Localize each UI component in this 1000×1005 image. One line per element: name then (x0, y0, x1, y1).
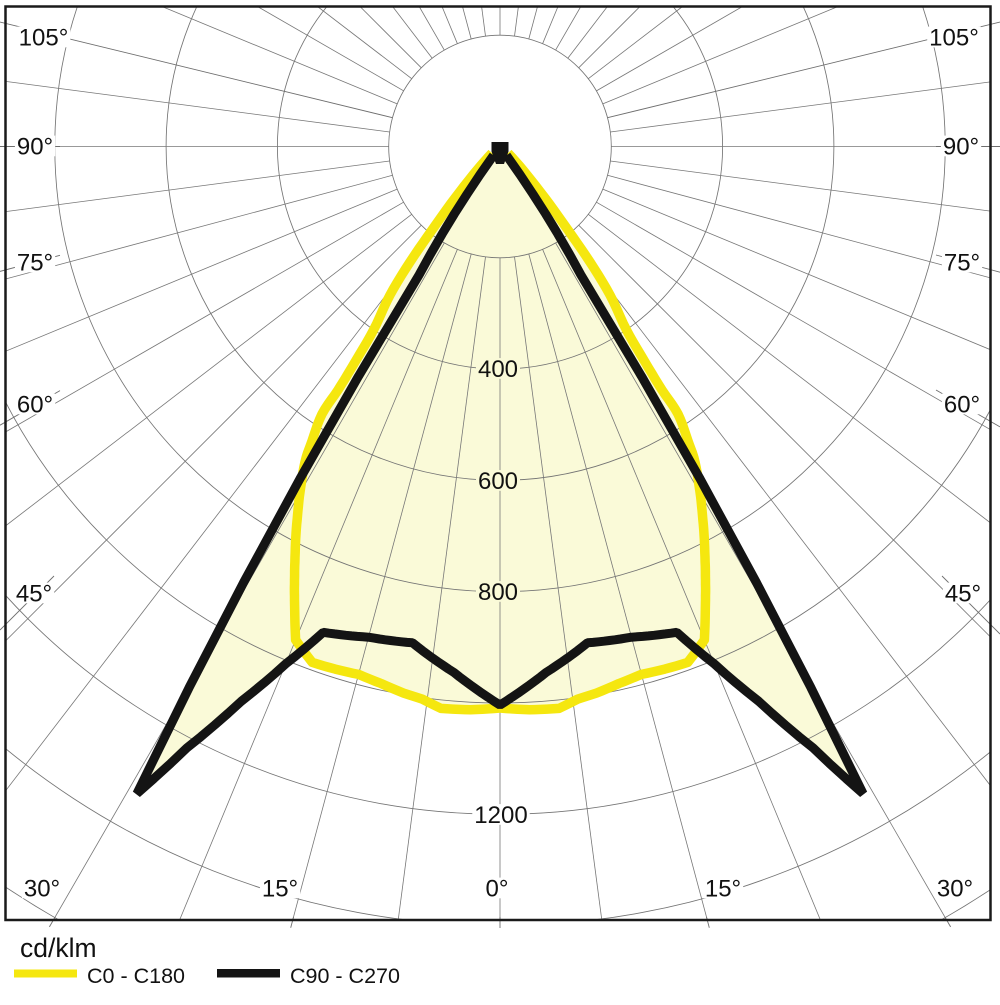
svg-text:45°: 45° (16, 580, 52, 607)
svg-text:C0 - C180: C0 - C180 (87, 964, 185, 988)
svg-text:75°: 75° (944, 249, 980, 276)
svg-text:15°: 15° (705, 875, 741, 902)
svg-text:30°: 30° (937, 875, 973, 902)
svg-text:90°: 90° (17, 133, 53, 160)
svg-text:15°: 15° (262, 875, 298, 902)
svg-text:90°: 90° (943, 133, 979, 160)
svg-text:60°: 60° (17, 391, 53, 418)
svg-text:0°: 0° (486, 875, 509, 902)
svg-text:600: 600 (478, 468, 518, 495)
svg-text:75°: 75° (17, 249, 53, 276)
svg-text:30°: 30° (24, 875, 60, 902)
svg-text:60°: 60° (944, 391, 980, 418)
svg-text:1200: 1200 (474, 802, 527, 829)
svg-text:105°: 105° (929, 24, 979, 51)
svg-text:cd/klm: cd/klm (20, 933, 97, 963)
svg-text:C90 - C270: C90 - C270 (290, 964, 400, 988)
svg-text:105°: 105° (19, 24, 69, 51)
svg-text:45°: 45° (945, 580, 981, 607)
svg-text:400: 400 (478, 356, 518, 383)
svg-text:800: 800 (478, 579, 518, 606)
